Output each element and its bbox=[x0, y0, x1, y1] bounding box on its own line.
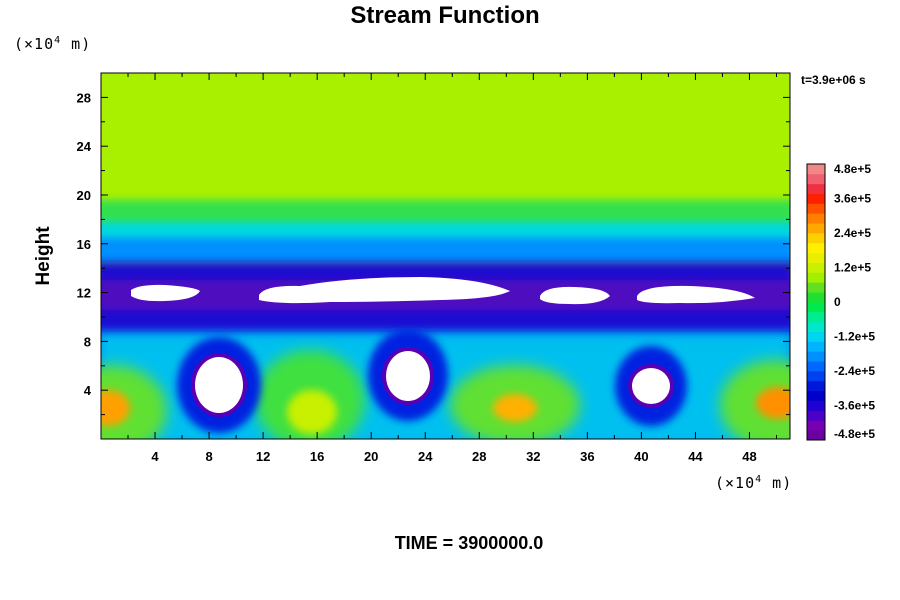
maximum-east-outer bbox=[720, 360, 790, 439]
colorbar-swatch bbox=[807, 341, 825, 352]
x-axis-unit: (×104 m) bbox=[715, 474, 792, 492]
y-unit-exponent: 4 bbox=[54, 35, 61, 46]
colorbar-label: 1.2e+5 bbox=[834, 261, 871, 275]
lower-cell-2 bbox=[386, 351, 430, 401]
colorbar-swatch bbox=[807, 331, 825, 342]
y-tick-label: 16 bbox=[77, 237, 91, 252]
colorbar-swatch bbox=[807, 361, 825, 372]
minimum-strip-1 bbox=[131, 284, 200, 302]
colorbar-swatch bbox=[807, 252, 825, 263]
time-label: TIME = 3900000.0 bbox=[395, 533, 544, 553]
colorbar-swatch bbox=[807, 410, 825, 421]
colorbar-swatch bbox=[807, 173, 825, 185]
colorbar-swatch bbox=[807, 302, 825, 313]
time-stamp: t=3.9e+06 s bbox=[801, 73, 866, 87]
x-tick-label: 20 bbox=[364, 449, 378, 464]
plot-frame bbox=[100, 72, 791, 440]
colorbar-swatch bbox=[807, 371, 825, 382]
x-tick-label: 44 bbox=[688, 449, 703, 464]
colorbar-swatch bbox=[807, 223, 825, 234]
y-axis-unit: (×104 m) bbox=[14, 35, 91, 53]
y-tick-label: 8 bbox=[84, 334, 91, 349]
colorbar-swatch bbox=[807, 430, 825, 441]
y-axis-ticks: 4 8 12 16 20 24 28 bbox=[77, 90, 790, 416]
colorbar-swatch bbox=[807, 420, 825, 431]
colorbar-swatch bbox=[807, 282, 825, 293]
x-tick-label: 28 bbox=[472, 449, 486, 464]
colorbar-swatch bbox=[807, 203, 825, 214]
x-tick-label: 24 bbox=[418, 449, 433, 464]
x-tick-label: 12 bbox=[256, 449, 270, 464]
x-tick-label: 36 bbox=[580, 449, 594, 464]
minimum-strip-4 bbox=[637, 285, 755, 304]
colorbar-swatch bbox=[807, 400, 825, 411]
y-tick-label: 20 bbox=[77, 188, 91, 203]
colorbar-swatch bbox=[807, 292, 825, 303]
colorbar-swatch bbox=[807, 351, 825, 362]
maximum-center-right-core bbox=[493, 394, 537, 422]
maximum-west-core bbox=[101, 390, 130, 426]
minimum-strip-3 bbox=[540, 286, 610, 305]
colorbar-swatch bbox=[807, 390, 825, 401]
y-tick-label: 4 bbox=[84, 383, 92, 398]
colorbar-swatch bbox=[807, 193, 825, 204]
x-tick-label: 16 bbox=[310, 449, 324, 464]
x-tick-label: 32 bbox=[526, 449, 540, 464]
heatmap-field bbox=[101, 73, 790, 439]
minimum-strip-2 bbox=[259, 277, 510, 304]
x-tick-label: 8 bbox=[205, 449, 212, 464]
colorbar-label: 4.8e+5 bbox=[834, 162, 871, 176]
colorbar-label: -1.2e+5 bbox=[834, 330, 875, 344]
y-unit-tail: m) bbox=[61, 35, 91, 53]
x-tick-label: 48 bbox=[742, 449, 756, 464]
colorbar-swatch bbox=[807, 321, 825, 332]
colorbar-swatch bbox=[807, 164, 825, 175]
maximum-east-core bbox=[756, 387, 790, 419]
lower-cell-1 bbox=[195, 357, 243, 413]
x-unit-base: (×10 bbox=[715, 474, 755, 492]
x-axis-ticks: 4 8 12 16 20 24 28 32 36 40 44 48 bbox=[127, 73, 777, 464]
colorbar-swatch bbox=[807, 233, 825, 244]
colorbar-swatch bbox=[807, 380, 825, 392]
light-blue-band bbox=[101, 238, 790, 266]
chart-title: Stream Function bbox=[350, 2, 539, 29]
x-unit-tail: m) bbox=[762, 474, 792, 492]
lower-cell-3 bbox=[632, 368, 670, 404]
colorbar-label: -4.8e+5 bbox=[834, 427, 875, 441]
colorbar-swatch bbox=[807, 272, 825, 283]
y-tick-label: 12 bbox=[77, 286, 91, 301]
colorbar-label: 2.4e+5 bbox=[834, 226, 871, 240]
y-tick-label: 24 bbox=[77, 139, 92, 154]
colorbar-swatch bbox=[807, 262, 825, 273]
colorbar-label: -3.6e+5 bbox=[834, 399, 875, 413]
colorbar-swatch bbox=[807, 213, 825, 224]
y-tick-label: 28 bbox=[77, 90, 91, 105]
colorbar-swatch bbox=[807, 311, 825, 323]
maximum-center-left-core bbox=[287, 390, 337, 434]
colorbar-label: 3.6e+5 bbox=[834, 192, 871, 206]
x-tick-label: 4 bbox=[151, 449, 159, 464]
x-unit-exponent: 4 bbox=[755, 474, 762, 485]
colorbar-label: 0 bbox=[834, 295, 841, 309]
colorbar: 4.8e+5 3.6e+5 2.4e+5 1.2e+5 0 -1.2e+5 -2.4e+5 -… bbox=[806, 162, 875, 441]
colorbar-swatch bbox=[807, 183, 825, 194]
colorbar-frame bbox=[806, 163, 826, 441]
colorbar-label: -2.4e+5 bbox=[834, 364, 875, 378]
y-unit-base: (×10 bbox=[14, 35, 54, 53]
x-tick-label: 40 bbox=[634, 449, 648, 464]
colorbar-swatch bbox=[807, 242, 825, 254]
y-axis-label: Height bbox=[33, 226, 54, 286]
